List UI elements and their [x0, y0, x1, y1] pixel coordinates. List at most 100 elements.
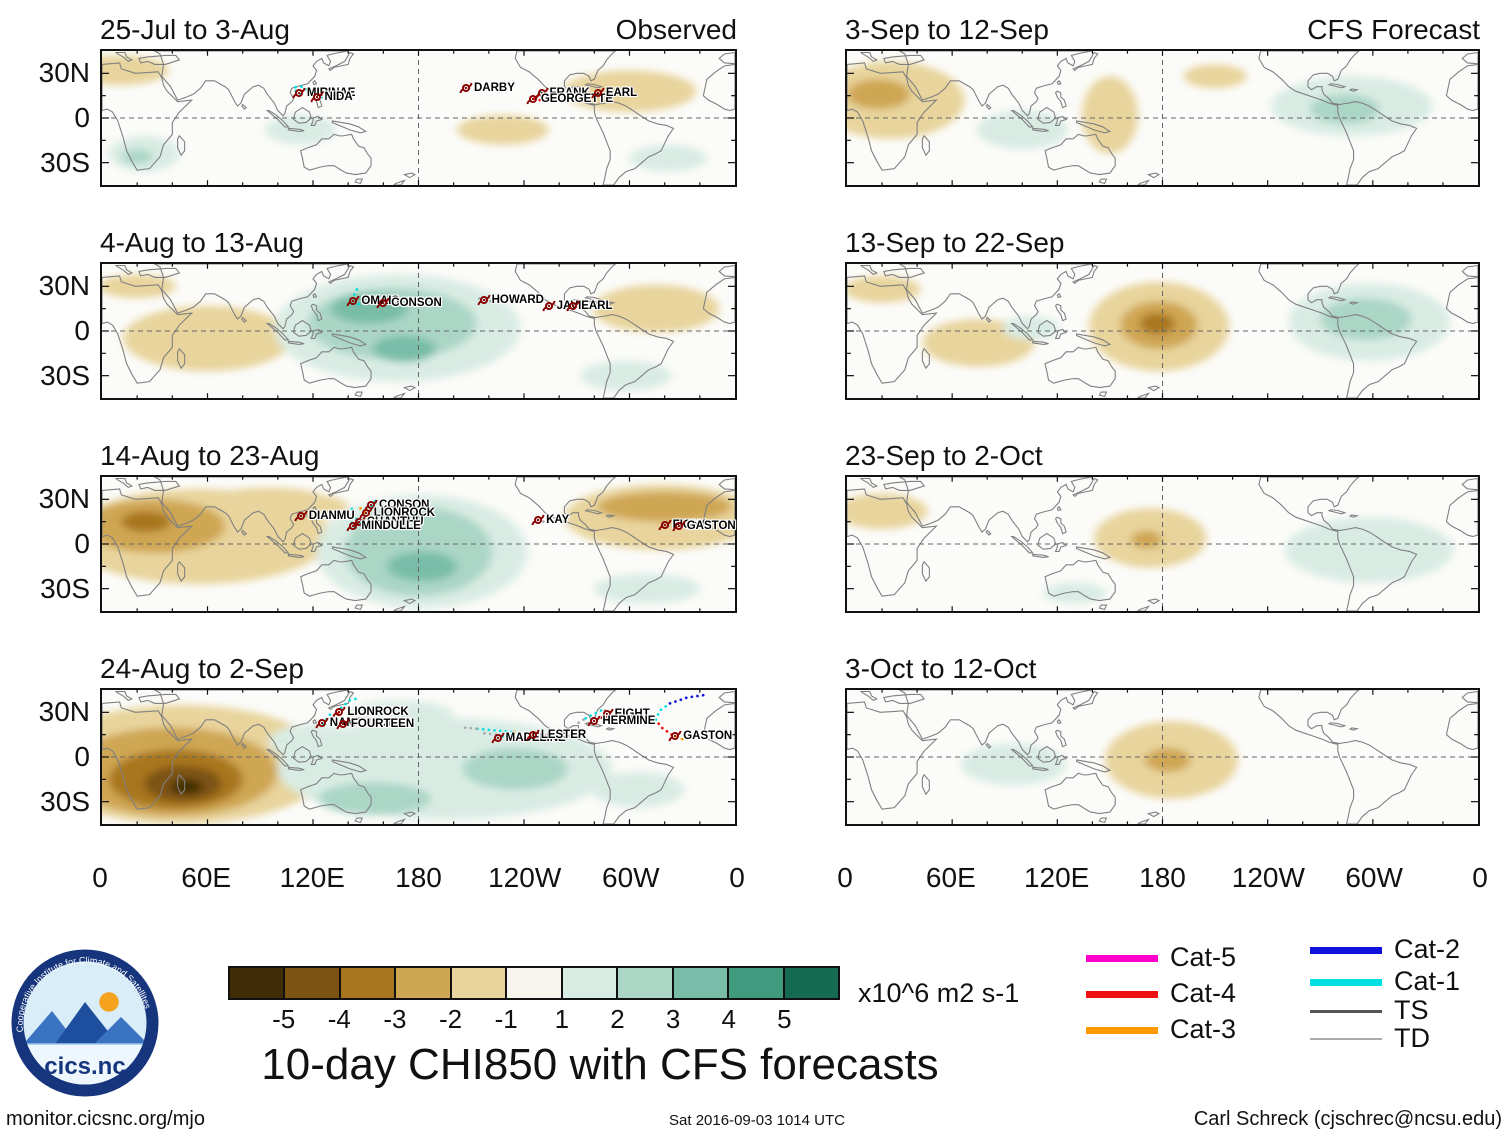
- anomaly-blob: [1320, 298, 1412, 340]
- colorbar-segment: [784, 968, 838, 998]
- colorbar-segment: [230, 968, 286, 998]
- storm-name: DIANMU: [308, 509, 355, 522]
- colorbar: -5 -4 -3 -2 -1 1 2 3 4 5: [228, 966, 840, 1042]
- observed-column: 25-Jul to 3-Aug Observed 30N 0 30S MIRINAE N…: [39, 6, 745, 904]
- panel-title: 13-Sep to 22-Sep: [845, 227, 1065, 258]
- storm-name: CONSON: [391, 296, 442, 309]
- storm-name: EARL: [605, 86, 638, 99]
- colorbar-label: -4: [327, 1004, 351, 1034]
- legend-label: Cat-4: [1170, 978, 1237, 1008]
- storm-name: DARBY: [473, 82, 515, 95]
- anomaly-blob: [1309, 94, 1380, 124]
- colorbar-label: -2: [438, 1004, 463, 1034]
- panel: 23-Sep to 2-Oct: [845, 432, 1480, 613]
- y-tick-label: 30N: [38, 270, 90, 302]
- forecast-column: 3-Sep to 12-Sep CFS Forecast 13-Sep to 22…: [837, 6, 1488, 904]
- colorbar-segment: [729, 968, 785, 998]
- storm-track: [586, 709, 604, 718]
- logo-mountain-icon: [94, 1017, 147, 1044]
- hurricane-icon: [531, 514, 545, 527]
- legend-label: Cat-5: [1170, 942, 1237, 972]
- map: [845, 49, 1480, 187]
- hurricane-icon: [658, 518, 672, 531]
- x-tick-label: 60W: [1345, 862, 1403, 893]
- map-canvas: [847, 51, 1478, 185]
- hurricane-icon: [315, 716, 329, 729]
- panel-title-row: 3-Oct to 12-Oct: [845, 645, 1480, 683]
- storm-name: MINDULLE: [361, 520, 421, 533]
- axis-ticks: [102, 477, 735, 611]
- anomaly-blob: [597, 491, 732, 522]
- storm-track: [670, 694, 709, 703]
- storm-name: KAY: [546, 514, 570, 527]
- x-tick-label: 60E: [181, 862, 232, 893]
- storm-marker: HERMINE: [587, 714, 655, 728]
- storm-track: [341, 697, 360, 707]
- panel: 13-Sep to 22-Sep: [845, 219, 1480, 400]
- panel-title-row: 14-Aug to 23-Aug: [100, 432, 737, 470]
- footer-timestamp: Sat 2016-09-03 1014 UTC: [669, 1112, 845, 1129]
- map-canvas: [102, 51, 735, 185]
- legend-line-cat-3: [1086, 1026, 1158, 1034]
- hurricane-icon: [376, 296, 390, 309]
- panel-title-row: 3-Sep to 12-Sep CFS Forecast: [845, 6, 1480, 44]
- footer-url: monitor.cicsnc.org/mjo: [6, 1108, 205, 1130]
- hurricane-icon: [292, 86, 306, 99]
- storm-name: NIDA: [324, 91, 353, 104]
- hurricane-icon: [526, 92, 540, 105]
- hurricane-icon: [587, 715, 601, 728]
- anomaly-blob: [170, 779, 203, 795]
- x-tick-label: 0: [837, 862, 853, 893]
- storm-name: LESTER: [540, 728, 587, 741]
- colorbar-segment: [340, 968, 397, 998]
- storm-marker: GASTON: [668, 729, 732, 743]
- hurricane-icon: [309, 91, 324, 104]
- storm-name: GASTON: [686, 520, 736, 533]
- axis-ticks: [847, 690, 1478, 824]
- hurricane-icon: [491, 731, 505, 744]
- y-tick-label: 0: [74, 102, 90, 133]
- y-tick-label: 0: [74, 315, 90, 346]
- storm-marker: CHANTHU: [352, 515, 424, 529]
- storm-marker: LIONROCK: [332, 705, 409, 719]
- storm-track: [508, 738, 520, 739]
- anomaly-blob: [592, 771, 685, 808]
- anomaly-blob: [1183, 64, 1247, 89]
- x-axis: 0 60E 120E 180 120W 60W 0: [92, 858, 745, 904]
- storm-marker: MINDULLE: [346, 519, 421, 533]
- colorbar-label: 2: [610, 1004, 625, 1034]
- storm-track: [672, 735, 683, 739]
- storm-track: [294, 85, 301, 94]
- colorbar-units: x10^6 m2 s-1: [858, 978, 1020, 1008]
- colorbar-segment: [285, 968, 341, 998]
- anomaly-blob: [592, 284, 720, 333]
- anomaly-blob: [580, 360, 672, 391]
- y-tick-label: 30N: [38, 57, 90, 89]
- colorbar-label: 5: [777, 1004, 792, 1034]
- hurricane-icon: [668, 730, 682, 743]
- hurricane-icon: [566, 299, 580, 312]
- logo-sun-icon: [99, 992, 119, 1012]
- hurricane-icon: [294, 509, 308, 522]
- panel: 14-Aug to 23-Aug 30N 0 30S CONSON LIONROCK D…: [39, 432, 737, 613]
- map: 30N 0 30S CONSON LIONROCK DIANMU CHANTHU MINDU…: [39, 475, 737, 613]
- column-header: Observed: [615, 14, 737, 45]
- anomaly-blob: [1144, 748, 1191, 772]
- panel-title: 25-Jul to 3-Aug: [100, 14, 290, 45]
- storm-marker: NIDA: [309, 90, 353, 104]
- x-tick-label: 0: [1472, 862, 1488, 893]
- panel-title-row: 4-Aug to 13-Aug: [100, 219, 737, 257]
- legend-label: Cat-2: [1394, 934, 1461, 964]
- map-canvas: [847, 477, 1478, 611]
- legend-line-cat-2: [1310, 946, 1382, 954]
- x-tick-label: 120W: [1231, 862, 1305, 893]
- colorbar-label: -1: [494, 1004, 518, 1034]
- y-tick-label: 30S: [40, 572, 90, 604]
- storm-marker: EARL: [566, 299, 613, 313]
- storm-name: LIONROCK: [347, 706, 409, 719]
- x-tick-label: 120W: [488, 862, 562, 893]
- storm-name: EIGHT: [614, 707, 650, 720]
- storm-track: [529, 97, 540, 100]
- panel-title: 3-Oct to 12-Oct: [845, 653, 1037, 684]
- storm-name: FOURTEEN: [350, 718, 415, 731]
